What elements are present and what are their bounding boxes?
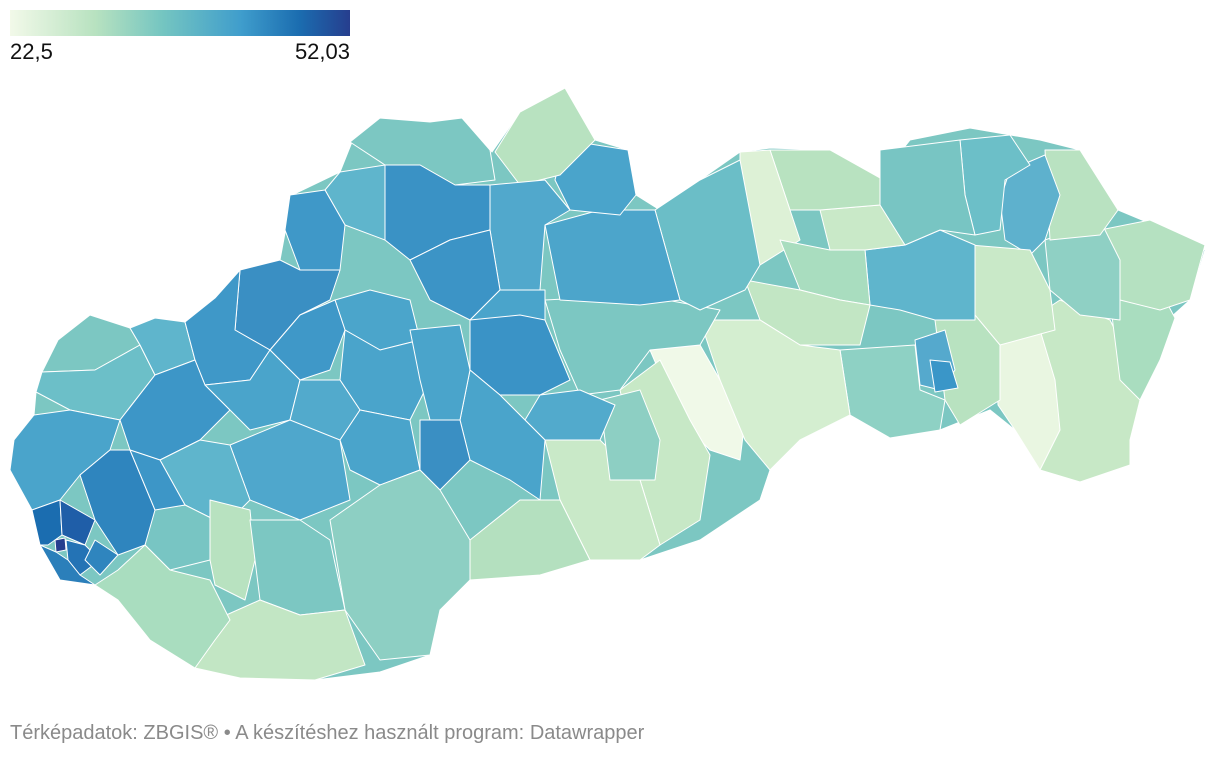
region-ziar [419, 419, 471, 491]
region-senec [79, 449, 156, 556]
region-poprad [654, 159, 761, 311]
attribution-footer: Térképadatok: ZBGIS® • A készítéshez has… [10, 722, 644, 745]
tool-label: A készítéshez használt program: [235, 722, 525, 744]
legend-labels: 22,5 52,03 [10, 39, 350, 67]
region-levice [329, 469, 471, 661]
footer-separator: • [223, 722, 231, 744]
map-source-label: Térképadatok: [10, 722, 138, 744]
choropleth-map [9, 87, 1206, 681]
color-legend: 22,5 52,03 [10, 10, 350, 67]
region-kosice-2 [929, 359, 959, 393]
region-bratislava-east [84, 539, 119, 576]
region-roznava [699, 319, 851, 471]
tool-link[interactable]: Datawrapper [529, 722, 645, 744]
region-bratislava-5 [39, 544, 96, 586]
region-cadca [324, 164, 386, 241]
region-komarno [194, 599, 366, 681]
region-dunajska-streda [94, 544, 231, 669]
region-sala [209, 499, 256, 601]
region-east-2 [994, 329, 1061, 471]
region-pezinok [129, 449, 186, 511]
map-source-link[interactable]: ZBGIS® [143, 722, 219, 744]
region-bratislava-1 [54, 537, 67, 553]
legend-max-label: 52,03 [294, 39, 350, 64]
region-kosice-3 [839, 344, 946, 439]
region-zvolen-south [599, 389, 661, 481]
map-svg [9, 87, 1206, 681]
legend-gradient-bar [10, 10, 350, 36]
legend-min-label: 22,5 [10, 39, 53, 64]
